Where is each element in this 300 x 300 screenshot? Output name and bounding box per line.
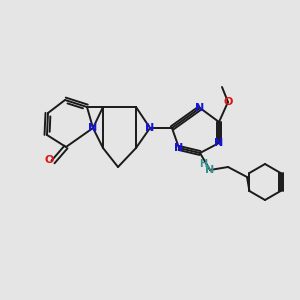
Text: N: N: [206, 165, 214, 175]
Text: N: N: [88, 123, 98, 133]
Text: O: O: [223, 97, 233, 107]
Text: O: O: [44, 155, 54, 165]
Text: N: N: [214, 138, 224, 148]
Text: H: H: [199, 159, 207, 169]
Text: N: N: [146, 123, 154, 133]
Text: N: N: [174, 143, 184, 153]
Text: N: N: [195, 103, 205, 113]
